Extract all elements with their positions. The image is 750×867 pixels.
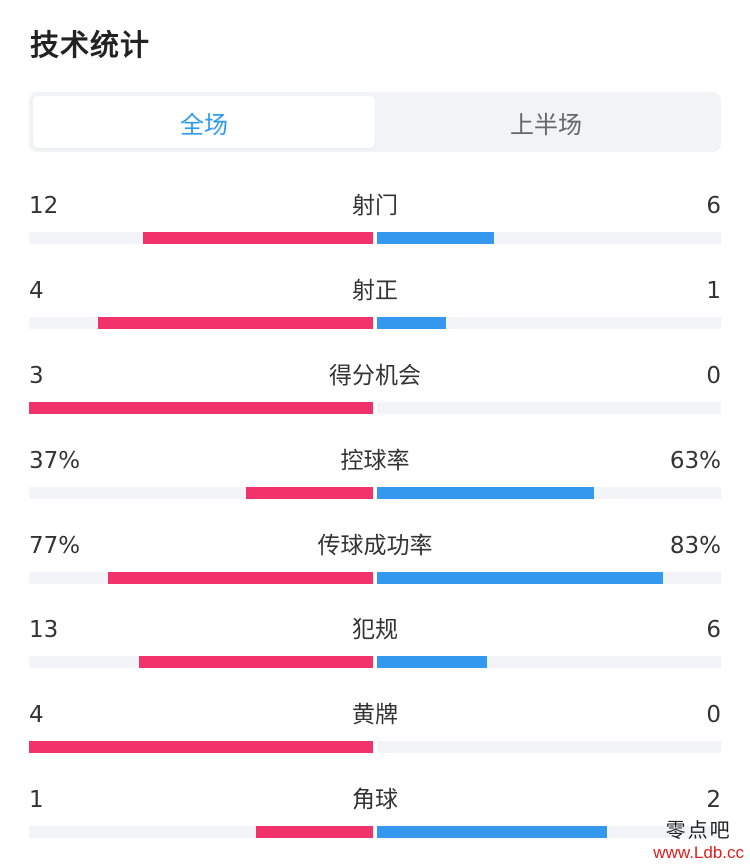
home-bar: [245, 487, 373, 499]
home-track: [29, 402, 373, 414]
home-bar: [139, 656, 373, 668]
away-value: 1: [706, 278, 721, 304]
away-value: 0: [706, 702, 721, 728]
stat-label: 犯规: [352, 617, 398, 643]
away-track: [377, 487, 721, 499]
away-track: [377, 402, 721, 414]
away-bar: [377, 572, 663, 584]
stat-row-fouls: 13 犯规 6: [29, 594, 721, 674]
stat-label: 得分机会: [329, 363, 421, 389]
watermark-name: 零点吧: [665, 818, 732, 842]
watermark-logo: 零点吧 www.Ldb.cc: [653, 814, 744, 863]
home-value: 77%: [29, 533, 81, 559]
page-title: 技术统计: [30, 28, 151, 62]
stat-label: 射正: [352, 278, 398, 304]
away-value: 2: [706, 787, 721, 813]
stat-label: 控球率: [340, 448, 410, 474]
stat-row-pass-accuracy: 77% 传球成功率 83%: [29, 510, 721, 590]
stat-row-corners: 1 角球 2: [29, 764, 721, 844]
stat-label: 角球: [352, 787, 398, 813]
home-value: 3: [29, 363, 44, 389]
stat-row-yellow-cards: 4 黄牌 0: [29, 679, 721, 759]
tab-full-match[interactable]: 全场: [33, 96, 375, 148]
away-bar: [377, 826, 608, 838]
home-value: 4: [29, 278, 44, 304]
stat-label: 传球成功率: [317, 533, 433, 559]
home-track: [29, 487, 373, 499]
away-value: 63%: [669, 448, 721, 474]
away-bar: [377, 656, 488, 668]
away-track: [377, 232, 721, 244]
away-track: [377, 317, 721, 329]
stat-row-shots: 12 射门 6: [29, 170, 721, 250]
stat-label: 黄牌: [352, 702, 398, 728]
home-bar: [108, 572, 373, 584]
away-track: [377, 826, 721, 838]
away-track: [377, 656, 721, 668]
away-track: [377, 572, 721, 584]
home-track: [29, 741, 373, 753]
home-bar: [142, 232, 373, 244]
away-bar: [377, 487, 594, 499]
period-tabs: 全场 上半场: [29, 92, 721, 152]
home-value: 4: [29, 702, 44, 728]
home-value: 37%: [29, 448, 81, 474]
home-track: [29, 656, 373, 668]
stat-row-possession: 37% 控球率 63%: [29, 425, 721, 505]
home-track: [29, 826, 373, 838]
watermark-url: www.Ldb.cc: [653, 843, 744, 862]
home-value: 13: [29, 617, 59, 643]
away-bar: [377, 317, 446, 329]
home-track: [29, 232, 373, 244]
home-bar: [256, 826, 373, 838]
home-bar: [29, 402, 373, 414]
away-bar: [377, 232, 494, 244]
home-bar: [29, 741, 373, 753]
away-value: 6: [706, 193, 721, 219]
away-track: [377, 741, 721, 753]
home-track: [29, 317, 373, 329]
away-value: 83%: [669, 533, 721, 559]
stat-row-chances: 3 得分机会 0: [29, 340, 721, 420]
home-bar: [97, 317, 373, 329]
away-value: 0: [706, 363, 721, 389]
stat-row-shots-on-target: 4 射正 1: [29, 255, 721, 335]
home-value: 12: [29, 193, 59, 219]
stat-label: 射门: [352, 193, 398, 219]
tab-first-half[interactable]: 上半场: [510, 110, 582, 139]
away-value: 6: [706, 617, 721, 643]
home-value: 1: [29, 787, 44, 813]
home-track: [29, 572, 373, 584]
